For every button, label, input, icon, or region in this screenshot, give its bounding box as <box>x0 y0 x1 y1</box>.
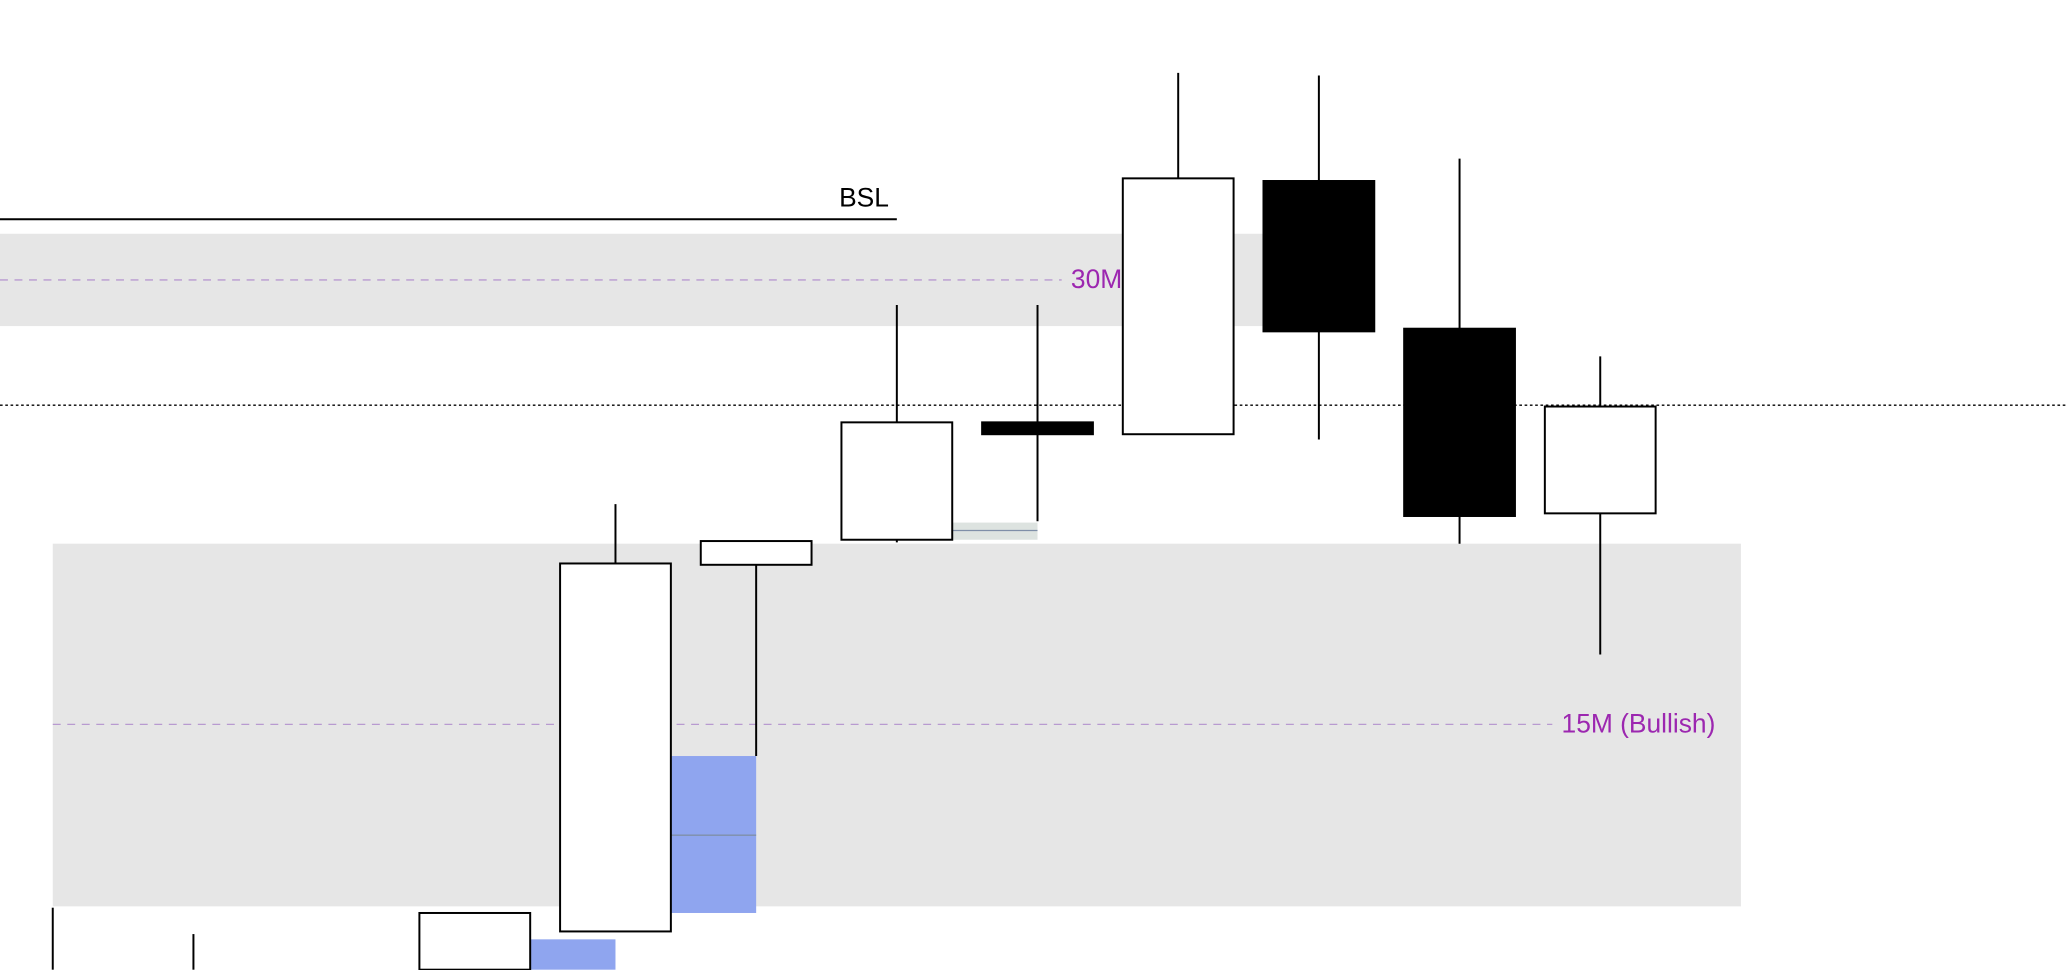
candle-body <box>840 421 954 541</box>
candle-body <box>1543 405 1657 515</box>
candle-body <box>981 421 1094 436</box>
candle-body <box>559 562 672 933</box>
candle-body <box>1403 327 1516 517</box>
zone-label: 15M (Bullish) <box>1562 709 1716 739</box>
candle-body <box>418 911 532 970</box>
level-label: BSL <box>839 182 889 212</box>
candle-body <box>699 540 813 566</box>
candle-body <box>1262 180 1376 333</box>
gap-box <box>529 939 616 970</box>
candle-body <box>1121 177 1235 436</box>
